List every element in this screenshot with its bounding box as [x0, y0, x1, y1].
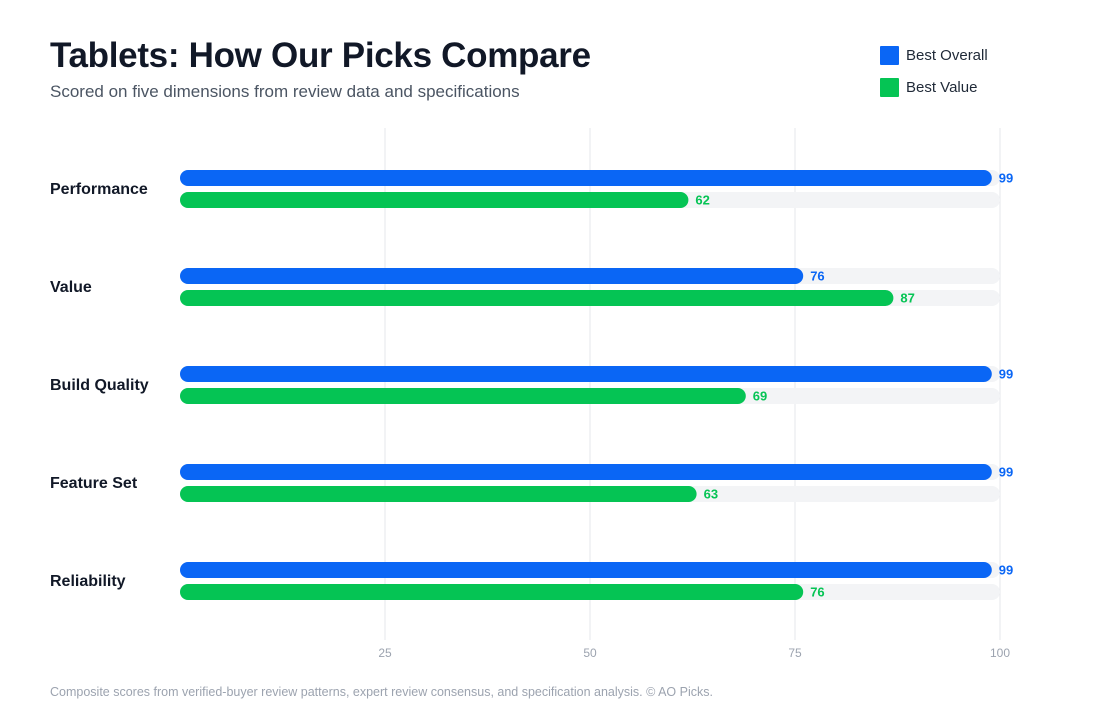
category-label: Reliability: [50, 573, 126, 590]
data-label: 99: [999, 563, 1013, 578]
bar: [180, 388, 746, 404]
bar: [180, 268, 804, 284]
data-label: 69: [753, 389, 767, 404]
data-label: 99: [999, 171, 1013, 186]
category-label: Feature Set: [50, 475, 138, 492]
category-label: Value: [50, 279, 92, 296]
x-tick-label: 100: [990, 646, 1010, 660]
data-label: 99: [999, 465, 1013, 480]
legend-label: Best Value: [906, 78, 978, 96]
legend-label: Best Overall: [906, 46, 988, 64]
bar: [180, 170, 992, 186]
chart-legend: Best Overall Best Value: [880, 45, 988, 109]
legend-swatch-best-value: [880, 77, 899, 97]
category-label: Performance: [50, 181, 148, 198]
x-tick-label: 75: [788, 646, 802, 660]
bar: [180, 486, 697, 502]
bar: [180, 464, 992, 480]
bar: [180, 584, 804, 600]
data-label: 63: [704, 487, 718, 502]
chart-title: Tablets: How Our Picks Compare: [50, 36, 591, 75]
category-label: Build Quality: [50, 377, 149, 394]
legend-swatch-best-overall: [880, 45, 899, 65]
chart-subtitle: Scored on five dimensions from review da…: [50, 82, 520, 101]
x-tick-label: 50: [583, 646, 597, 660]
bar: [180, 290, 894, 306]
data-label: 76: [810, 585, 824, 600]
bar: [180, 366, 992, 382]
data-label: 99: [999, 367, 1013, 382]
x-tick-label: 25: [378, 646, 392, 660]
data-label: 62: [695, 193, 709, 208]
bar: [180, 562, 992, 578]
bar: [180, 192, 689, 208]
legend-item-best-overall: Best Overall: [880, 45, 988, 65]
bar-chart: 25 50 75 100 Performance 99 62 Value 76 87 Build Q…: [50, 128, 1013, 660]
data-label: 87: [900, 291, 914, 306]
legend-item-best-value: Best Value: [880, 77, 988, 97]
data-label: 76: [810, 269, 824, 284]
footnote: Composite scores from verified-buyer rev…: [50, 685, 713, 699]
